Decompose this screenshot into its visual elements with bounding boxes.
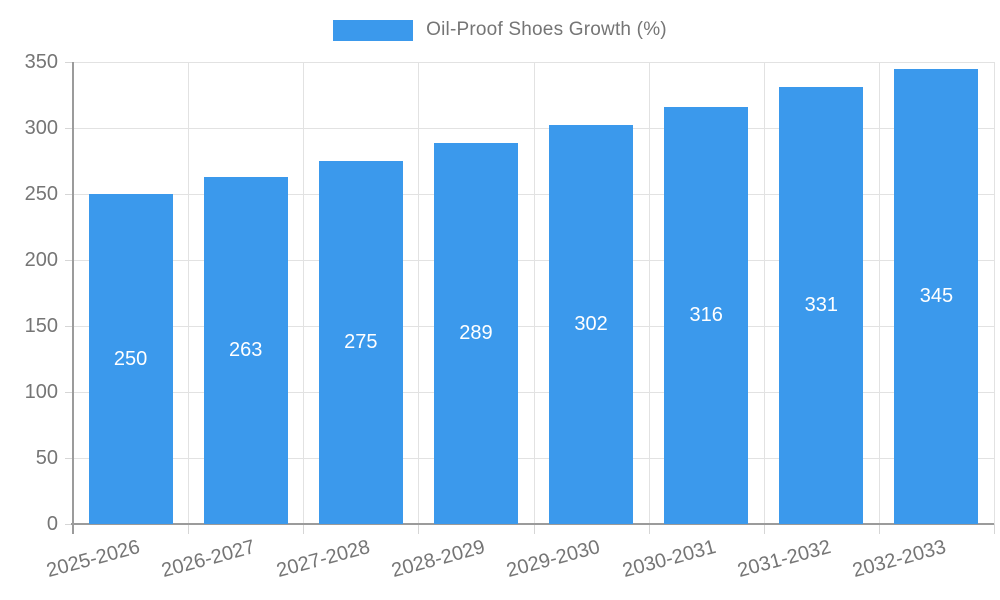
y-tick-label: 100	[24, 381, 58, 403]
gridline-vertical	[878, 62, 880, 524]
y-axis-tick	[65, 128, 73, 129]
x-tick-label: 2028-2029	[389, 536, 488, 583]
x-tick-label: 2031-2032	[734, 536, 834, 583]
x-tick-label: 2032-2033	[850, 536, 949, 583]
x-axis-tick	[994, 524, 995, 534]
bar[interactable]: 302	[549, 125, 634, 524]
gridline-vertical	[188, 62, 190, 524]
legend-label: Oil-Proof Shoes Growth (%)	[426, 19, 667, 40]
gridline-vertical	[648, 62, 650, 524]
legend-swatch	[333, 19, 414, 41]
x-axis-tick	[188, 524, 190, 534]
x-axis-tick	[303, 524, 305, 534]
bar[interactable]: 331	[779, 87, 864, 524]
bar-value-label: 289	[459, 321, 493, 344]
bar[interactable]: 289	[433, 142, 518, 524]
y-axis-tick	[65, 260, 73, 261]
bar-value-label: 263	[229, 338, 263, 361]
y-tick-label: 0	[46, 513, 58, 535]
bar-value-label: 316	[689, 303, 723, 326]
bar-value-label: 250	[113, 347, 148, 370]
gridline-vertical	[994, 62, 995, 524]
gridline-vertical	[533, 62, 535, 524]
y-axis-tick	[65, 392, 73, 393]
bar[interactable]: 263	[203, 176, 288, 524]
x-tick-label: 2026-2027	[159, 536, 258, 583]
x-tick-label: 2029-2030	[504, 536, 603, 583]
y-axis-tick	[65, 458, 73, 459]
x-axis-tick	[878, 524, 880, 534]
y-axis-line	[72, 62, 74, 534]
bar[interactable]: 275	[318, 161, 403, 524]
y-axis-tick	[65, 62, 73, 63]
bar-value-label: 331	[804, 294, 838, 317]
bar[interactable]: 250	[88, 194, 173, 524]
bar-value-label: 275	[344, 331, 378, 353]
x-axis-tick	[648, 524, 650, 534]
gridline-vertical	[763, 62, 765, 524]
y-tick-label: 350	[24, 51, 58, 73]
gridline-vertical	[303, 62, 305, 524]
x-axis-line	[71, 523, 994, 525]
y-tick-label: 200	[24, 249, 58, 271]
x-axis-tick	[533, 524, 535, 534]
y-axis-tick	[65, 524, 73, 525]
y-tick-label: 150	[24, 315, 58, 337]
y-axis-tick	[65, 194, 73, 195]
x-tick-label: 2030-2031	[619, 536, 718, 583]
y-axis-tick	[65, 326, 73, 327]
bar[interactable]: 345	[894, 68, 979, 524]
y-tick-label: 250	[24, 183, 58, 205]
x-axis-tick	[763, 524, 765, 534]
bar-value-label: 302	[574, 313, 608, 336]
x-axis-tick	[418, 524, 420, 534]
gridline-vertical	[418, 62, 420, 524]
x-tick-label: 2027-2028	[274, 536, 373, 583]
legend[interactable]: Oil-Proof Shoes Growth (%)	[0, 19, 1000, 41]
bar-value-label: 345	[919, 284, 954, 307]
y-tick-label: 300	[24, 117, 58, 139]
y-tick-label: 50	[35, 447, 58, 469]
bar[interactable]: 316	[664, 106, 749, 524]
x-tick-label: 2025-2026	[44, 536, 143, 583]
